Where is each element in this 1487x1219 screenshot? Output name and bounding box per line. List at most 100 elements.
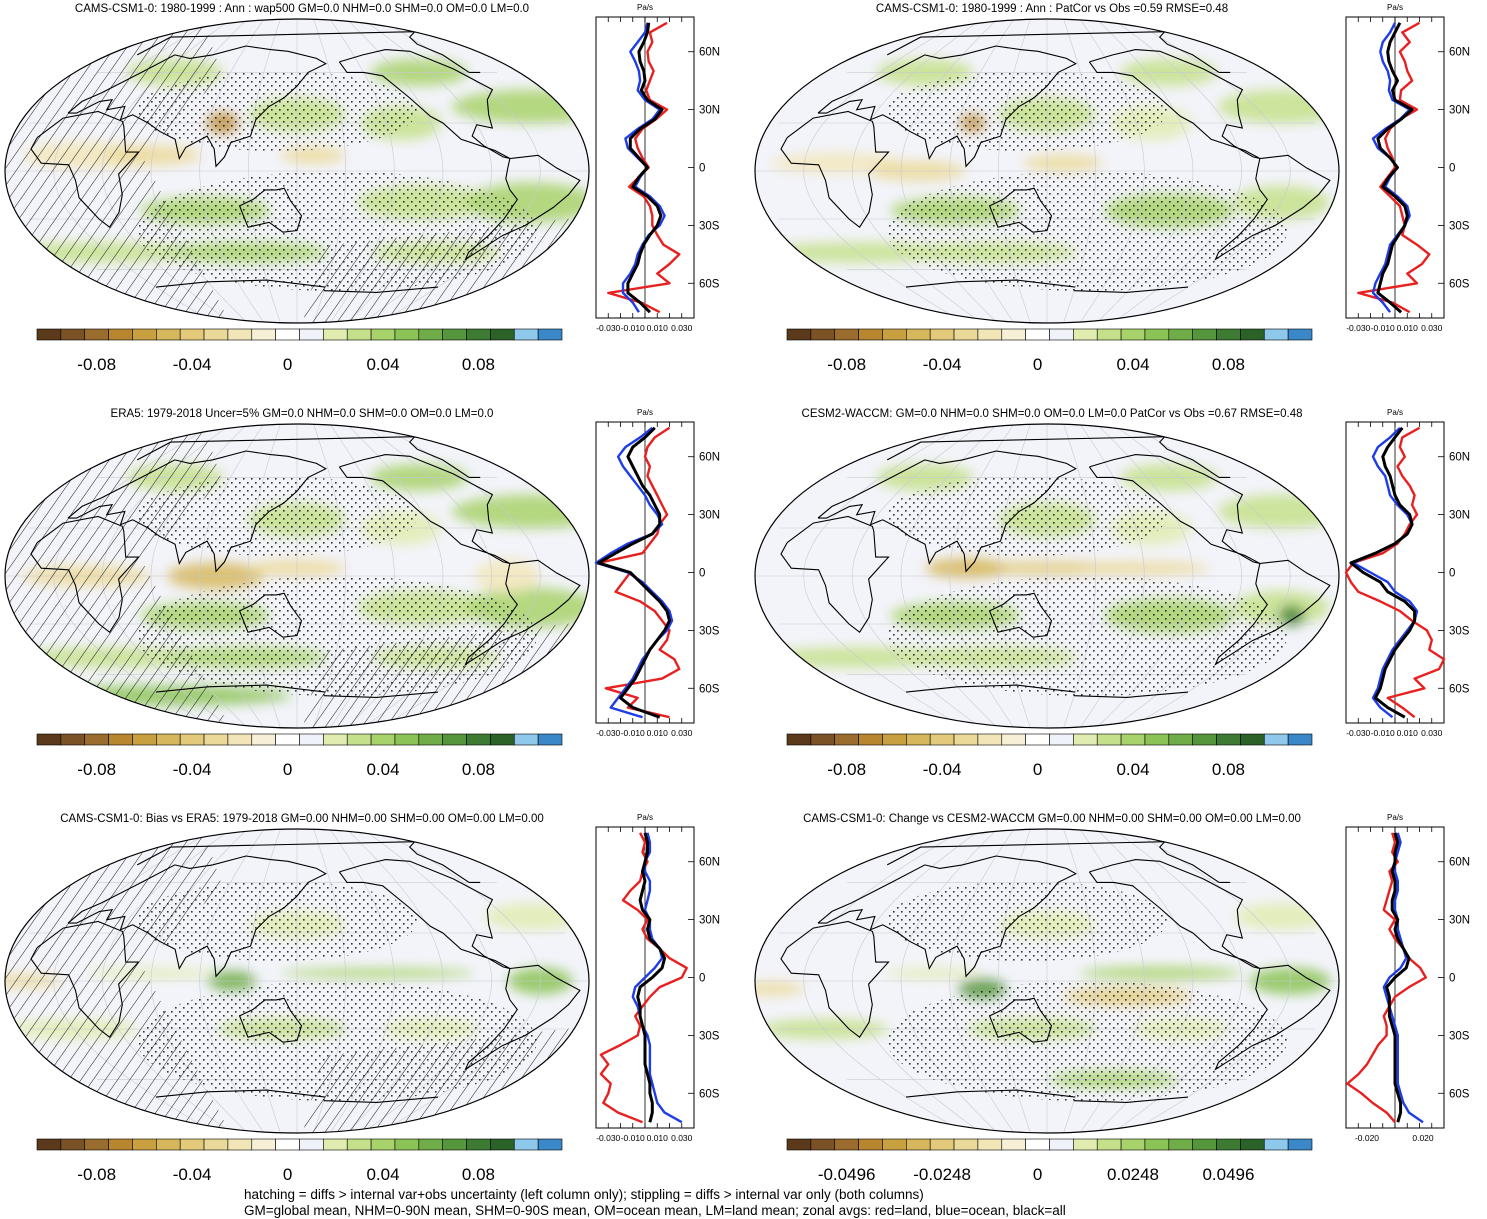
colorbar-swatch bbox=[275, 733, 300, 746]
profile-line-black bbox=[597, 426, 671, 719]
profile-x-tick-label: 0.010 bbox=[647, 323, 669, 333]
colorbar-swatch bbox=[418, 733, 443, 746]
colorbar-swatch bbox=[810, 1138, 836, 1151]
colorbar-swatch bbox=[1216, 1138, 1241, 1151]
coastlines bbox=[780, 31, 1331, 293]
colorbar-swatch bbox=[1192, 733, 1217, 746]
colorbar-label: 0.08 bbox=[1211, 760, 1246, 779]
colorbar-swatch bbox=[1025, 328, 1050, 341]
colorbar-swatch bbox=[132, 733, 157, 746]
colorbar-swatch bbox=[1049, 1138, 1074, 1151]
profile-y-tick-label: 30S bbox=[1449, 625, 1470, 637]
coastline-europe-asia bbox=[817, 450, 1077, 573]
profile-y-tick-label: 60S bbox=[699, 278, 720, 290]
colorbar-swatch bbox=[513, 1138, 539, 1151]
colorbar: -0.0496 -0.0248 0 0.0248 0.0496 bbox=[786, 1138, 1316, 1198]
colorbar-swatch bbox=[1263, 328, 1289, 341]
colorbar-swatch bbox=[929, 1138, 955, 1151]
panel-4: CESM2-WACCM: GM=0.0 NHM=0.0 SHM=0.0 OM=0… bbox=[752, 407, 1472, 803]
stippling bbox=[887, 171, 1287, 291]
colorbar-swatch bbox=[203, 1138, 229, 1151]
coastline-europe-asia bbox=[817, 45, 1077, 168]
colorbar-label: -0.08 bbox=[827, 760, 867, 779]
coastlines bbox=[30, 841, 581, 1103]
colorbar-label: 0.04 bbox=[1116, 760, 1150, 779]
colorbar-swatch bbox=[227, 328, 253, 341]
map-border bbox=[4, 18, 590, 324]
colorbar-swatch bbox=[513, 733, 539, 746]
colorbar-swatch bbox=[1144, 328, 1170, 341]
profile-line-red bbox=[1357, 21, 1431, 314]
hatching bbox=[5, 829, 232, 1133]
profile-x-tick-label: -0.030 bbox=[596, 728, 620, 738]
colorbar-swatch bbox=[179, 1138, 205, 1151]
colorbar-label: -0.08 bbox=[827, 355, 867, 374]
profile-svg: Pa/s -0.020 0.020 60N 30N 0 30S 60S bbox=[1345, 813, 1470, 1143]
colorbar-label: -0.08 bbox=[77, 355, 117, 374]
colorbar-label: -0.04 bbox=[172, 760, 212, 779]
colorbar-swatch bbox=[1096, 1138, 1122, 1151]
stippling bbox=[887, 476, 1167, 556]
profile-y-tick-label: 0 bbox=[699, 568, 705, 580]
profile-unit: Pa/s bbox=[1387, 408, 1403, 417]
hatching bbox=[5, 424, 232, 728]
colorbar-swatch bbox=[275, 1138, 300, 1151]
colorbar-label: 0.08 bbox=[1211, 355, 1246, 374]
colorbar-swatch bbox=[953, 733, 979, 746]
coastline-north-america bbox=[1088, 49, 1261, 160]
colorbar-swatch bbox=[490, 1138, 515, 1151]
map-border bbox=[754, 18, 1340, 324]
colorbar-swatch bbox=[370, 328, 396, 341]
colorbar-swatch bbox=[1240, 1138, 1265, 1151]
colorbar-swatch bbox=[84, 328, 109, 341]
coastline-africa bbox=[30, 515, 140, 634]
profile-y-tick-label: 30N bbox=[1449, 915, 1470, 927]
coastline-africa bbox=[780, 110, 890, 229]
colorbar-swatch bbox=[1168, 733, 1193, 746]
colorbar-swatch bbox=[156, 733, 181, 746]
colorbar-swatch bbox=[977, 328, 1003, 341]
profile-y-tick-label: 0 bbox=[1449, 163, 1455, 175]
colorbar-swatch bbox=[370, 733, 396, 746]
profile-svg: Pa/s -0.030 -0.010 0.010 0.030 60N 30N 0 30S 60S bbox=[1344, 408, 1470, 738]
coastline-greenland bbox=[886, 31, 1231, 73]
colorbar-swatch bbox=[346, 328, 372, 341]
field-blob bbox=[885, 968, 983, 979]
coastline-antarctica-edge bbox=[155, 279, 439, 293]
zonal-profile: Pa/s -0.020 0.020 60N 30N 0 30S 60S bbox=[1345, 812, 1472, 1158]
panel-6: CAMS-CSM1-0: Change vs CESM2-WACCM GM=0.… bbox=[752, 812, 1472, 1208]
colorbar-swatch bbox=[1168, 1138, 1193, 1151]
figure-legend: hatching = diffs > internal var+obs unce… bbox=[244, 1187, 1244, 1219]
profile-svg: Pa/s -0.030 -0.010 0.010 0.030 60N 30N 0 30S 60S bbox=[595, 3, 720, 333]
colorbar-swatch bbox=[977, 1138, 1003, 1151]
colorbar-swatch bbox=[953, 328, 979, 341]
colorbar: -0.08 -0.04 0 0.04 0.08 bbox=[786, 328, 1316, 388]
coastline-north-america bbox=[1088, 454, 1261, 565]
profile-unit: Pa/s bbox=[637, 408, 653, 417]
colorbar-swatch bbox=[156, 1138, 181, 1151]
panel-title: CAMS-CSM1-0: 1980-1999 : Ann : wap500 GM… bbox=[74, 3, 530, 15]
colorbar-swatch bbox=[156, 328, 181, 341]
colorbar-label: -0.0496 bbox=[817, 1165, 876, 1184]
coastline-south-america bbox=[464, 559, 581, 666]
profile-y-tick-label: 0 bbox=[699, 163, 705, 175]
colorbar-label: -0.08 bbox=[77, 1165, 117, 1184]
coastline-australia bbox=[989, 592, 1053, 638]
colorbar-swatch bbox=[36, 733, 62, 746]
colorbar-swatch bbox=[84, 1138, 109, 1151]
profile-x-tick-label: -0.010 bbox=[621, 1133, 645, 1143]
colorbar-swatch bbox=[1216, 733, 1241, 746]
colorbar-swatch bbox=[251, 328, 276, 341]
colorbar-swatch bbox=[203, 328, 229, 341]
profile-line-black bbox=[1349, 426, 1417, 719]
colorbar-swatch bbox=[1168, 328, 1193, 341]
colorbar-swatch bbox=[299, 1138, 324, 1151]
coastline-europe-asia bbox=[67, 855, 327, 978]
coastline-greenland bbox=[136, 436, 481, 478]
field-blob bbox=[1079, 966, 1242, 980]
colorbar-swatch bbox=[1144, 1138, 1170, 1151]
colorbar: -0.08 -0.04 0 0.04 0.08 bbox=[36, 1138, 566, 1198]
colorbar-swatch bbox=[786, 328, 812, 341]
profile-y-tick-label: 30S bbox=[699, 1030, 720, 1042]
colorbar-swatch bbox=[346, 733, 372, 746]
